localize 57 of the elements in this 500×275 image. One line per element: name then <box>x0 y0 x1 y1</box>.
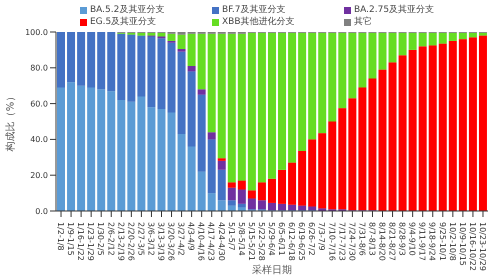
legend-label: 其它 <box>354 16 372 28</box>
x-tick-label: 5/8-5/14 <box>236 222 246 256</box>
x-tick-label: 2/6-2/12 <box>106 222 116 256</box>
legend-label: EG.5及其亚分支 <box>90 16 156 28</box>
x-tick-label: 10/2-10/8 <box>448 222 457 261</box>
x-tick-label: 3/6-3/12 <box>146 222 156 256</box>
x-tick-label: 8/21-8/27 <box>388 222 397 261</box>
x-tick-label: 10/9-10/15 <box>458 222 467 266</box>
x-tick-label: 7/10-7/16 <box>327 222 336 261</box>
x-tick-label: 9/25-10/1 <box>438 222 447 261</box>
legend-label: BA.2.75及其亚分支 <box>354 4 434 16</box>
x-tick-label: 7/31-8/6 <box>357 222 366 256</box>
x-tick-label: 8/28-9/3 <box>398 222 407 256</box>
x-tick-label: 1/23-1/29 <box>86 222 96 261</box>
x-tick-label: 4/10-4/16 <box>196 222 206 261</box>
y-tick-label: 100.0 <box>25 28 48 37</box>
x-tick-label: 1/9-1/15 <box>66 222 76 256</box>
x-tick-label: 6/5-6/11 <box>277 222 286 256</box>
legend-label: XBB其他进化分支 <box>222 16 295 28</box>
x-tick-label: 3/20-3/26 <box>166 222 176 261</box>
x-tick-label: 5/22-5/28 <box>256 222 266 261</box>
x-tick-label: 1/2-1/8 <box>56 222 66 251</box>
x-tick-label: 6/19-6/25 <box>297 222 306 261</box>
x-tick-label: 3/13-3/19 <box>156 222 166 261</box>
x-tick-label: 6/12-6/18 <box>287 222 296 261</box>
x-tick-label: 1/30-2/5 <box>96 222 106 256</box>
x-tick-label: 8/14-8/20 <box>378 222 387 261</box>
x-tick-label: 2/27-3/5 <box>136 222 146 256</box>
x-tick-label: 10/16-10/22 <box>468 222 477 271</box>
y-tick-label: 60.0 <box>30 99 48 108</box>
x-tick-label: 9/4-9/10 <box>408 222 417 256</box>
x-tick-label: 7/3-7/9 <box>317 222 326 251</box>
x-tick-label: 10/23-10/29 <box>478 222 487 271</box>
x-tick-label: 9/18-9/24 <box>428 222 437 261</box>
x-tick-label: 7/17-7/23 <box>337 222 346 261</box>
x-tick-label: 4/24-4/30 <box>216 222 226 261</box>
x-tick-label: 3/27-4/2 <box>176 222 186 256</box>
y-tick-label: 20.0 <box>30 171 48 180</box>
x-tick-label: 5/29-6/4 <box>267 222 276 256</box>
x-axis-title: 采样日期 <box>252 264 292 275</box>
x-tick-label: 1/16-1/22 <box>76 222 86 261</box>
x-tick-label: 9/11-9/17 <box>418 222 427 261</box>
x-tick-label: 5/1-5/7 <box>226 222 236 251</box>
x-tick-label: 2/13-2/19 <box>116 222 126 261</box>
y-tick-label: 0.0 <box>35 206 48 216</box>
x-tick-label: 6/26-7/2 <box>307 222 316 256</box>
legend-label: BF.7及其亚分支 <box>222 4 286 16</box>
x-tick-label: 4/17-4/23 <box>206 222 216 261</box>
y-tick-label: 80.0 <box>30 64 48 73</box>
legend-label: BA.5.2及其亚分支 <box>90 4 164 16</box>
x-tick-label: 8/7-8/13 <box>367 222 376 256</box>
y-tick-label: 40.0 <box>30 135 48 144</box>
x-tick-label: 7/24-7/30 <box>347 222 356 261</box>
y-axis-title: 构成比（%） <box>4 92 17 152</box>
x-tick-label: 5/15-5/21 <box>246 222 256 261</box>
x-tick-label: 4/3-4/9 <box>186 222 196 251</box>
x-tick-label: 2/20-2/26 <box>126 222 136 261</box>
